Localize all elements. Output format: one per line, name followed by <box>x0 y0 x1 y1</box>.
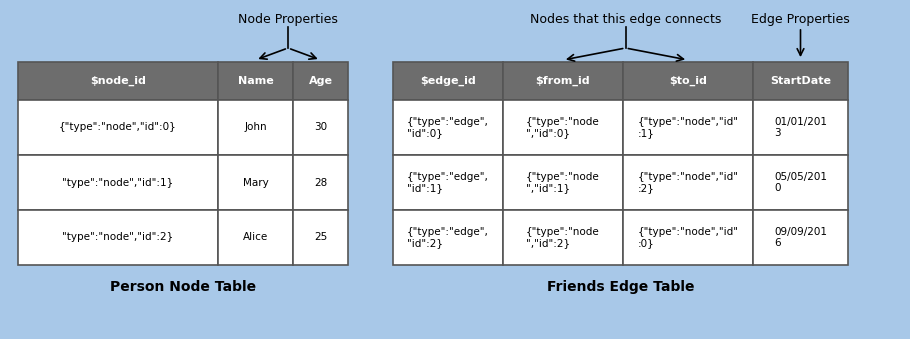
Text: 25: 25 <box>314 233 327 242</box>
Bar <box>753 155 848 210</box>
Text: $to_id: $to_id <box>669 76 707 86</box>
Bar <box>18 210 218 265</box>
Text: $node_id: $node_id <box>90 76 146 86</box>
Bar <box>753 100 848 155</box>
Text: {"type":"edge",
"id":0}: {"type":"edge", "id":0} <box>407 117 489 138</box>
Text: {"type":"node","id"
:0}: {"type":"node","id" :0} <box>638 227 739 248</box>
Bar <box>393 62 503 100</box>
Text: "type":"node","id":1}: "type":"node","id":1} <box>63 178 174 187</box>
Text: Age: Age <box>308 76 332 86</box>
Bar <box>293 210 348 265</box>
Text: Person Node Table: Person Node Table <box>110 280 256 294</box>
Bar <box>293 100 348 155</box>
Text: 01/01/201
3: 01/01/201 3 <box>774 117 827 138</box>
Text: $edge_id: $edge_id <box>420 76 476 86</box>
Bar <box>623 155 753 210</box>
Bar <box>623 100 753 155</box>
Text: {"type":"node","id"
:1}: {"type":"node","id" :1} <box>638 117 739 138</box>
Text: Node Properties: Node Properties <box>238 14 338 26</box>
Text: {"type":"node","id"
:2}: {"type":"node","id" :2} <box>638 172 739 193</box>
Text: {"type":"edge",
"id":2}: {"type":"edge", "id":2} <box>407 227 489 248</box>
Bar <box>393 100 503 155</box>
Bar <box>293 62 348 100</box>
Text: 05/05/201
0: 05/05/201 0 <box>774 172 827 193</box>
Bar <box>753 62 848 100</box>
Text: {"type":"node
","id":2}: {"type":"node ","id":2} <box>526 227 600 248</box>
Text: StartDate: StartDate <box>770 76 831 86</box>
Bar <box>503 155 623 210</box>
Text: $from_id: $from_id <box>536 76 591 86</box>
Bar <box>393 210 503 265</box>
Text: "type":"node","id":2}: "type":"node","id":2} <box>63 233 174 242</box>
Text: John: John <box>244 122 267 133</box>
Text: Alice: Alice <box>243 233 268 242</box>
Bar <box>218 100 293 155</box>
Text: 30: 30 <box>314 122 327 133</box>
Bar <box>18 62 218 100</box>
Text: {"type":"node","id":0}: {"type":"node","id":0} <box>59 122 177 133</box>
Text: 09/09/201
6: 09/09/201 6 <box>774 227 827 248</box>
Bar <box>753 210 848 265</box>
Bar <box>393 155 503 210</box>
Bar <box>503 62 623 100</box>
Bar <box>623 62 753 100</box>
Text: {"type":"node
","id":0}: {"type":"node ","id":0} <box>526 117 600 138</box>
Bar <box>503 210 623 265</box>
Text: {"type":"node
","id":1}: {"type":"node ","id":1} <box>526 172 600 193</box>
Text: Nodes that this edge connects: Nodes that this edge connects <box>530 14 722 26</box>
Text: Friends Edge Table: Friends Edge Table <box>547 280 694 294</box>
Text: Edge Properties: Edge Properties <box>751 14 850 26</box>
Text: Name: Name <box>238 76 273 86</box>
Bar <box>18 100 218 155</box>
Bar <box>218 62 293 100</box>
Text: 28: 28 <box>314 178 327 187</box>
Bar <box>503 100 623 155</box>
Bar <box>218 155 293 210</box>
Bar <box>293 155 348 210</box>
Bar <box>623 210 753 265</box>
Text: {"type":"edge",
"id":1}: {"type":"edge", "id":1} <box>407 172 489 193</box>
Bar <box>18 155 218 210</box>
Bar <box>218 210 293 265</box>
Text: Mary: Mary <box>243 178 268 187</box>
